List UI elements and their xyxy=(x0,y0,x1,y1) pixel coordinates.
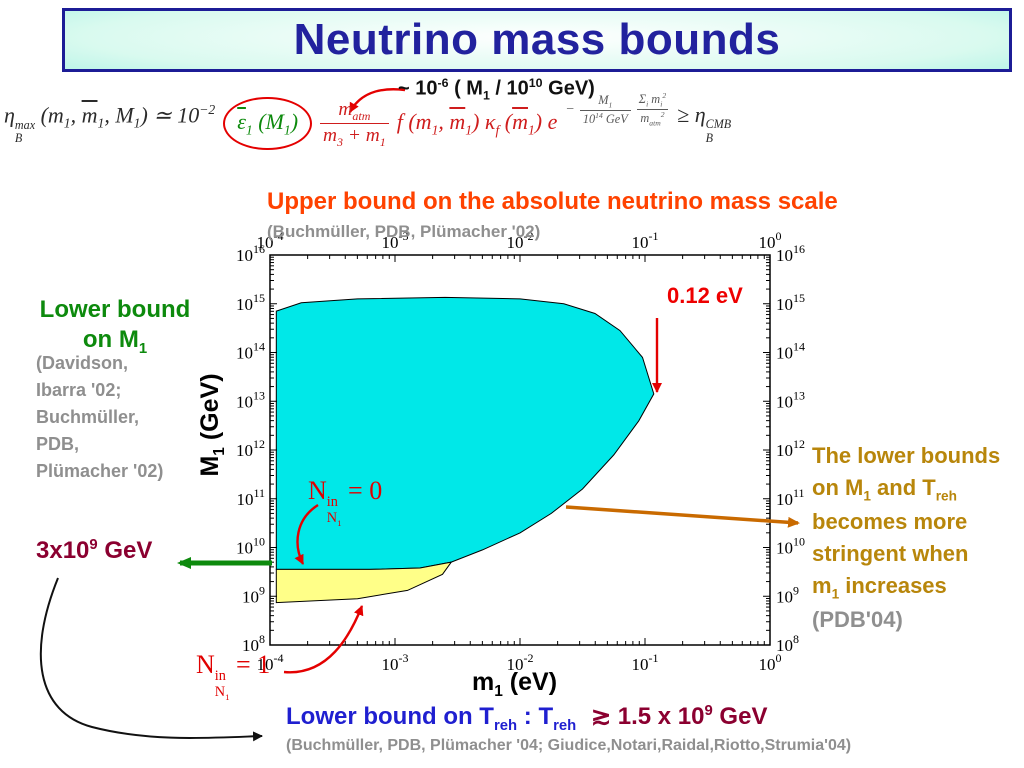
scale-annotation: ~ 10-6 ( M1 / 1010 GeV) xyxy=(398,76,595,103)
citation-line: PDB, xyxy=(36,434,80,454)
formula-epsilon-circled: ε1 (M1) xyxy=(223,97,313,151)
citation-line: (Davidson, xyxy=(36,353,129,373)
tick-label: 1016 xyxy=(236,242,265,265)
treh-connector-arrow xyxy=(39,577,263,742)
tick-label: 1013 xyxy=(776,388,805,411)
tick-label: 1011 xyxy=(236,486,265,509)
stringent-note: The lower bounds on M1 and Treh becomes … xyxy=(812,440,1024,636)
tick-label: 1014 xyxy=(776,340,805,363)
lower-bound-m1-line1: Lower bound xyxy=(39,296,191,323)
eta-b-formula: η max B (m1, m1, M1) ≃ 10−2 ε1 (M1) matm m3… xyxy=(4,91,1020,151)
treh-bound-value: ≳ 1.5 x 109 GeV xyxy=(590,703,768,730)
citation-line: Plümacher '02) xyxy=(36,461,164,481)
stringent-note-arrow xyxy=(565,505,800,528)
m1-bound-value: 3x109 GeV xyxy=(36,537,153,564)
tick-label: 10-3 xyxy=(382,651,409,674)
tick-label: 1016 xyxy=(776,242,805,265)
y-axis-title: M1 (GeV) xyxy=(196,373,228,477)
plot-regions xyxy=(275,296,655,604)
formula-lhs: η max B (m1, m1, M1) ≃ 10−2 xyxy=(4,102,216,145)
stringent-note-citation: (PDB'04) xyxy=(812,606,903,632)
formula-atm-fraction: matm m3 + m1 xyxy=(320,98,389,150)
zero-initial-abundance-region-yellow xyxy=(275,561,453,604)
tick-label: 1015 xyxy=(776,291,805,314)
lower-bound-m1-title: Lower bound on M1 xyxy=(30,295,200,358)
tick-label: 10-3 xyxy=(382,229,409,252)
mass-limit-label: 0.12 eV xyxy=(667,283,743,308)
upper-bound-citation: (Buchmüller, PDB, Plümacher '02) xyxy=(267,222,541,241)
citation-line: Ibarra '02; xyxy=(36,380,122,400)
tick-label: 1014 xyxy=(236,340,265,363)
tick-label: 1012 xyxy=(776,437,805,460)
formula-pointer-arrow xyxy=(348,88,406,113)
tick-label: 1015 xyxy=(236,291,265,314)
arrows xyxy=(39,88,800,742)
title-banner: Neutrino mass bounds xyxy=(62,8,1012,72)
n-in-one-arrow xyxy=(283,605,364,674)
tick-label: 100 xyxy=(759,229,782,252)
stringent-note-line: on M1 and Treh xyxy=(812,474,957,504)
citation-line: Buchmüller, xyxy=(36,407,140,427)
tick-label: 109 xyxy=(242,583,265,606)
stringent-note-line: m1 increases xyxy=(812,572,947,602)
tick-label: 10-1 xyxy=(632,229,659,252)
tick-label: 108 xyxy=(776,632,799,655)
tick-label: 1012 xyxy=(236,437,265,460)
formula-washout-term: f (m1, m1) κf (m1) e xyxy=(396,109,558,138)
formula-exponent: − M1 1014 GeV Σi mi2 matm2 xyxy=(565,91,668,128)
tick-label: 1010 xyxy=(776,535,805,558)
tick-label: 10-2 xyxy=(507,229,534,252)
tick-label: 1010 xyxy=(236,535,265,558)
tick-label: 1013 xyxy=(236,388,265,411)
treh-bound-text: Lower bound on Treh : Treh xyxy=(286,703,577,734)
slide-title: Neutrino mass bounds xyxy=(293,15,781,64)
tick-label: 1011 xyxy=(776,486,805,509)
stringent-note-line: The lower bounds xyxy=(812,443,1001,468)
allowed-region-cyan xyxy=(275,296,655,570)
treh-bound-line: Lower bound on Treh : Treh ≳ 1.5 x 109 G… xyxy=(286,702,767,734)
upper-bound-title: Upper bound on the absolute neutrino mas… xyxy=(267,188,838,215)
tick-label: 109 xyxy=(776,583,799,606)
tick-label: 10-4 xyxy=(257,229,284,252)
treh-bound-citation: (Buchmüller, PDB, Plümacher '04; Giudice… xyxy=(286,737,852,754)
tick-label: 10-1 xyxy=(632,651,659,674)
lower-bound-m1-citation: (Davidson, Ibarra '02; Buchmüller, PDB, … xyxy=(36,350,163,485)
x-axis-title: m1 (eV) xyxy=(472,668,558,700)
n-in-zero-arrow xyxy=(294,503,319,565)
plot-axes: 10-410-410-310-310-210-210-110-110010010… xyxy=(236,229,805,674)
lower-bound-m1-line2: on M1 xyxy=(82,326,148,357)
stringent-note-line: becomes more xyxy=(812,509,968,535)
tick-label: 100 xyxy=(759,651,782,674)
stringent-note-line: stringent when xyxy=(812,540,969,566)
tick-label: 108 xyxy=(242,632,265,655)
tick-label: 10-2 xyxy=(507,651,534,674)
tick-label: 10-4 xyxy=(257,651,284,674)
formula-rhs: ≥ η CMB B xyxy=(677,102,732,145)
